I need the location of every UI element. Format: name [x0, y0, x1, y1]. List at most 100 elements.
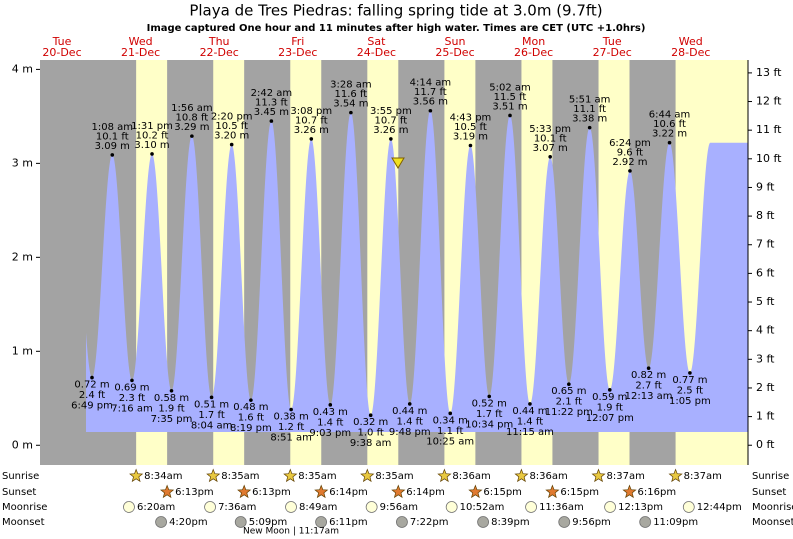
y2-tick-label: 12 ft [756, 95, 782, 108]
tide-value-label: 3.19 m [453, 132, 488, 143]
y-tick-label: 4 m [12, 62, 33, 75]
day-weekday: Wed [679, 35, 703, 48]
tide-area [86, 110, 748, 432]
tide-time: 7:16 am [111, 403, 153, 414]
sunset-label: 6:14pm [406, 487, 445, 498]
y2-tick-label: 7 ft [756, 238, 775, 251]
tide-point [309, 137, 314, 141]
tide-feet-label: 10.6 ft [653, 119, 686, 130]
tide-feet-label: 1.7 ft [198, 410, 224, 421]
moonrise-label: 11:36am [539, 502, 584, 513]
tide-value-label: 0.44 m [392, 406, 427, 417]
day-weekday: Fri [291, 35, 304, 48]
moonset-label: 4:20pm [169, 517, 208, 528]
sunrise-icon [591, 468, 606, 483]
sunset-label: 6:15pm [483, 487, 522, 498]
row-label-right: Sunrise [752, 471, 789, 482]
tide-value-label: 0.69 m [114, 382, 149, 393]
tide-feet-label: 1.4 ft [317, 417, 343, 428]
tide-point [209, 395, 214, 400]
moonset-label: 9:56pm [572, 517, 611, 528]
tide-point [90, 375, 94, 380]
tide-value-label: 0.44 m [512, 406, 547, 417]
moonrise-icon [204, 501, 216, 513]
moonrise-label: 8:49am [299, 502, 337, 513]
tide-point [190, 134, 194, 138]
sunrise-icon [129, 468, 144, 483]
tide-feet-label: 10.2 ft [136, 130, 169, 141]
tide-time: 10:34 pm [465, 419, 513, 430]
day-weekday: Mon [522, 35, 545, 48]
tide-feet-label: 11.1 ft [573, 104, 606, 115]
sunrise-icon [206, 468, 221, 483]
tide-point [548, 154, 552, 159]
tide-feet-label: 1.2 ft [278, 422, 304, 433]
moonrise-icon [285, 501, 297, 513]
tide-value-label: 2.92 m [612, 157, 647, 168]
moonset-label: 8:39pm [491, 517, 530, 528]
row-label-right: Sunset [752, 487, 786, 498]
tide-time: 8:51 am [270, 433, 312, 444]
tide-feet-label: 2.1 ft [556, 397, 582, 408]
tide-point [110, 153, 115, 157]
tide-time: 5:51 am [569, 95, 611, 106]
tide-point [628, 169, 632, 173]
moonrise-label: 9:56am [380, 502, 418, 513]
tide-point [646, 366, 651, 371]
y2-tick-label: 5 ft [756, 295, 775, 308]
y2-tick-label: 6 ft [756, 266, 775, 279]
sunrise-icon [668, 468, 683, 483]
tide-point [328, 403, 333, 407]
tide-feet-label: 1.0 ft [358, 428, 384, 439]
sunrise-label: 8:36am [529, 471, 567, 482]
tide-value-label: 0.38 m [274, 412, 309, 423]
moonset-label: 6:11pm [329, 517, 368, 528]
tide-value-label: 0.59 m [592, 392, 627, 403]
moonrise-label: 12:44pm [697, 502, 742, 513]
y2-tick-label: 0 ft [756, 438, 775, 451]
day-weekday: Tue [602, 35, 622, 48]
tide-value-label: 3.29 m [174, 122, 209, 133]
tide-value-label: 3.54 m [333, 99, 368, 110]
tide-feet-label: 1.1 ft [437, 426, 463, 437]
moonset-icon [234, 516, 247, 528]
sunrise-icon [437, 468, 452, 483]
sunrise-label: 8:35am [298, 471, 336, 482]
day-date: 26-Dec [514, 46, 553, 59]
tide-point [448, 411, 453, 416]
sunset-icon [391, 484, 406, 499]
moonset-icon [558, 516, 571, 528]
day-weekday: Thu [208, 35, 230, 48]
day-date: 27-Dec [593, 46, 632, 59]
chart-title: Playa de Tres Piedras: falling spring ti… [189, 2, 602, 20]
tide-point [289, 407, 293, 412]
tide-feet-label: 10.5 ft [215, 121, 248, 132]
tide-feet-label: 11.7 ft [414, 87, 447, 98]
tide-value-label: 0.32 m [353, 417, 388, 428]
tide-point [468, 143, 473, 148]
y2-tick-label: 8 ft [756, 209, 775, 222]
tide-feet-label: 2.7 ft [635, 381, 661, 392]
y-tick-label: 3 m [12, 156, 33, 169]
tide-value-label: 3.07 m [533, 143, 568, 154]
sunset-icon [237, 484, 252, 499]
tide-value-label: 0.43 m [313, 407, 348, 418]
moonset-icon [315, 516, 327, 528]
tide-value-label: 0.77 m [672, 375, 707, 386]
tide-feet-label: 2.4 ft [79, 390, 105, 401]
tide-value-label: 3.45 m [254, 107, 289, 118]
tide-time: 1:31 pm [131, 121, 173, 132]
y2-tick-label: 4 ft [756, 324, 775, 337]
moonset-icon [396, 516, 408, 528]
sunrise-label: 8:34am [144, 471, 182, 482]
tide-value-label: 3.26 m [294, 125, 329, 136]
sunset-label: 6:14pm [329, 487, 368, 498]
tide-value-label: 3.09 m [95, 141, 130, 152]
moonrise-icon [604, 501, 616, 513]
tide-feet-label: 10.7 ft [295, 115, 328, 126]
tide-time: 1:05 pm [669, 396, 711, 407]
day-date: 22-Dec [200, 46, 239, 59]
tide-value-label: 0.65 m [551, 386, 586, 397]
tide-feet-label: 1.4 ft [517, 416, 543, 427]
row-label: Moonset [2, 517, 45, 528]
